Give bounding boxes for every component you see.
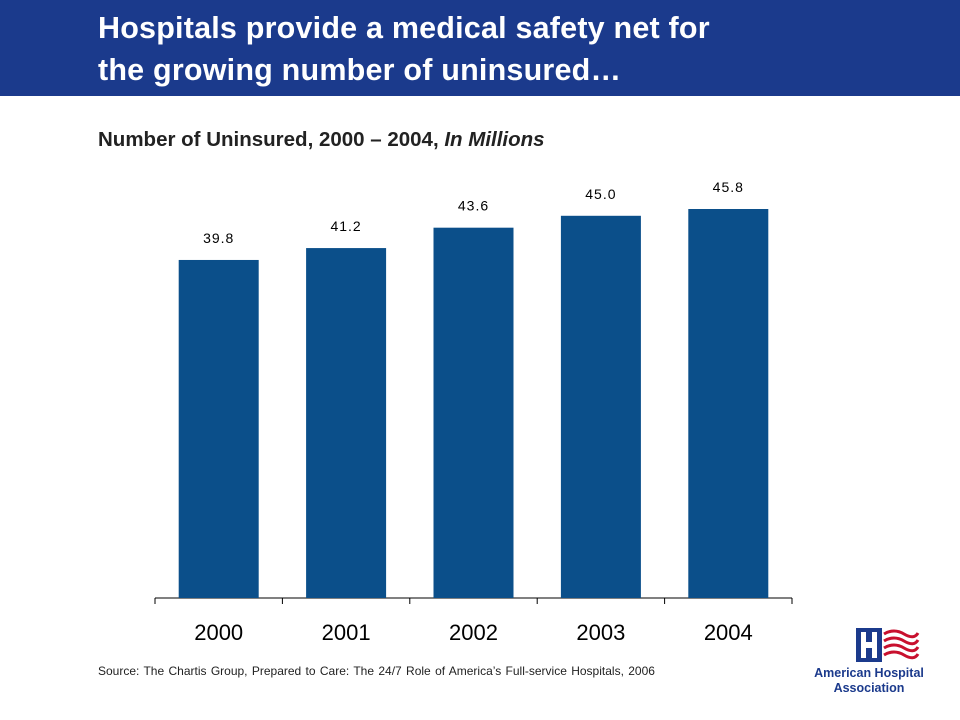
logo-line-1: American Hospital (814, 666, 924, 680)
x-tick-label-2001: 2001 (322, 620, 371, 645)
bar-2001 (306, 248, 387, 598)
bar-2003 (560, 215, 641, 599)
data-label-2002: 43.6 (458, 198, 489, 214)
x-tick-label-2000: 2000 (194, 620, 243, 645)
logo-line-2: Association (833, 681, 905, 695)
data-label-2003: 45.0 (585, 186, 616, 202)
aha-logo: American Hospital Association (806, 626, 946, 712)
bar-2004 (688, 209, 769, 598)
slide-title-line-1: Hospitals provide a medical safety net f… (98, 11, 710, 45)
data-label-2000: 39.8 (203, 230, 234, 246)
hospital-h-flag-icon (856, 628, 920, 662)
source-note: Source: The Chartis Group, Prepared to C… (98, 664, 655, 678)
chart-subtitle-main: Number of Uninsured, 2000 – 2004, (98, 128, 445, 151)
chart-subtitle: Number of Uninsured, 2000 – 2004, In Mil… (98, 128, 545, 152)
slide-title-line-2: the growing number of uninsured… (98, 53, 622, 87)
chart-subtitle-unit: In Millions (444, 128, 545, 151)
bar-2000 (178, 259, 259, 598)
slide-title: Hospitals provide a medical safety net f… (98, 7, 938, 91)
data-label-2001: 41.2 (330, 218, 361, 234)
x-tick-label-2004: 2004 (704, 620, 753, 645)
data-label-2004: 45.8 (713, 179, 744, 195)
bar-2002 (433, 227, 514, 598)
logo-text: American Hospital Association (806, 666, 932, 696)
title-bar: Hospitals provide a medical safety net f… (0, 0, 960, 96)
x-tick-label-2003: 2003 (576, 620, 625, 645)
x-tick-label-2002: 2002 (449, 620, 498, 645)
